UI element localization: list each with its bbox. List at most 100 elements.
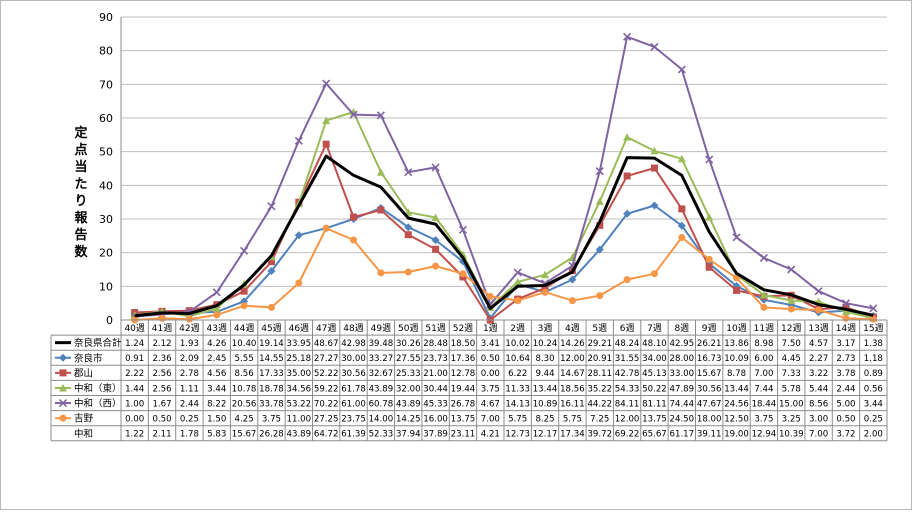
series-line [134, 35, 874, 318]
legend-entry: 奈良市 [74, 352, 103, 364]
table-cell: 0.89 [864, 369, 883, 379]
table-cell: 18.56 [560, 384, 585, 394]
table-cell: 17.36 [451, 354, 476, 364]
y-tick-label: 10 [99, 280, 113, 293]
data-point [677, 154, 686, 163]
data-point [322, 79, 331, 88]
table-cell: 39.48 [369, 339, 394, 349]
table-cell: 0.56 [864, 384, 883, 394]
data-point [815, 306, 823, 314]
data-point [677, 221, 686, 230]
table-cell: 15.67 [697, 369, 722, 379]
table-cell: 18.00 [697, 414, 722, 424]
x-tick-label: 49週 [371, 323, 391, 334]
table-cell: 52.33 [369, 430, 394, 440]
table-cell: 3.44 [207, 384, 226, 394]
table-cell: 28.11 [587, 369, 612, 379]
table-cell: 10.39 [779, 430, 804, 440]
table-cell: 42.98 [341, 339, 366, 349]
table-cell: 3.72 [836, 430, 855, 440]
data-point [322, 224, 330, 232]
data-point [240, 246, 249, 255]
table-cell: 7.00 [481, 414, 500, 424]
table-cell: 13.75 [642, 414, 667, 424]
table-cell: 30.00 [341, 354, 366, 364]
series-5 [130, 32, 878, 321]
data-point [678, 234, 686, 242]
table-cell: 19.44 [451, 384, 476, 394]
x-tick-label: 45週 [261, 323, 281, 334]
x-tick-label: 50週 [398, 323, 418, 334]
legend-entry: 奈良県合計 [74, 337, 122, 349]
table-cell: 1.38 [864, 339, 883, 349]
table-cell: 12.17 [533, 430, 558, 440]
data-point [322, 116, 331, 125]
legend-entry: 郡山 [74, 368, 93, 379]
table-cell: 5.00 [836, 399, 855, 409]
table-cell: 59.22 [314, 384, 339, 394]
data-point [705, 155, 714, 164]
data-point [596, 292, 604, 300]
y-tick-label: 30 [99, 213, 113, 226]
legend-entry: 中和（東） [74, 382, 122, 394]
data-point [595, 245, 604, 254]
table-cell: 16.11 [560, 399, 585, 409]
x-tick-label: 51週 [425, 323, 445, 334]
series-line [134, 154, 874, 318]
table-cell: 48.24 [615, 339, 640, 349]
table-cell: 1.22 [125, 430, 144, 440]
data-point [541, 270, 550, 279]
table-cell: 28.48 [423, 339, 448, 349]
x-tick-label: 5週 [592, 323, 607, 334]
table-cell: 4.21 [481, 430, 500, 440]
table-row: 吉野 0.00 0.50 0.25 1.50 4.25 3.75 11.00 27.25 23.7… [55, 414, 883, 425]
y-tick-label: 70 [99, 78, 113, 91]
data-point [650, 164, 658, 172]
x-tick-label: 3週 [538, 323, 553, 334]
data-point [705, 255, 713, 263]
table-cell: 84.11 [615, 399, 640, 409]
table-cell: 5.75 [508, 414, 527, 424]
data-point [267, 303, 275, 311]
table-row: 中和 1.22 2.11 1.78 5.83 15.67 26.28 43.89 64.72 61… [74, 428, 883, 440]
data-point [650, 42, 659, 51]
table-cell: 27.55 [396, 354, 421, 364]
data-point [787, 265, 796, 274]
table-cell: 13.44 [533, 384, 558, 394]
table-cell: 3.75 [481, 384, 500, 394]
x-tick-label: 7週 [647, 323, 662, 334]
y-tick-label: 40 [99, 179, 113, 192]
table-cell: 16.73 [697, 354, 722, 364]
table-cell: 17.33 [259, 369, 284, 379]
x-tick-label: 52週 [453, 323, 473, 334]
x-tick-label: 47週 [316, 323, 336, 334]
table-cell: 1.00 [125, 399, 144, 409]
x-tick-label: 41週 [152, 323, 172, 334]
table-cell: 0.00 [125, 414, 144, 424]
data-point [650, 270, 658, 278]
table-cell: 19.00 [724, 430, 749, 440]
table-cell: 30.26 [396, 339, 421, 349]
table-row: 中和（東） 1.44 2.56 1.11 3.44 10.78 18.78 34.56 59.2… [55, 382, 883, 394]
data-point [240, 287, 248, 295]
table-cell: 45.33 [423, 399, 448, 409]
table-row: 郡山 2.22 2.56 2.78 4.56 8.56 17.33 35.00 52.22 30.… [55, 368, 883, 379]
table-cell: 10.78 [232, 384, 257, 394]
table-cell: 29.21 [587, 339, 612, 349]
table-cell: 28.00 [670, 354, 695, 364]
table-cell: 8.56 [235, 369, 254, 379]
table-cell: 10.40 [232, 339, 257, 349]
x-tick-label: 40週 [124, 323, 144, 334]
table-cell: 60.78 [369, 399, 394, 409]
table-cell: 0.91 [125, 354, 144, 364]
table-cell: 16.00 [423, 414, 448, 424]
y-tick-label: 0 [106, 314, 113, 327]
x-tick-label: 46週 [289, 323, 309, 334]
table-cell: 4.25 [235, 414, 254, 424]
table-cell: 2.00 [864, 430, 883, 440]
data-point [212, 304, 221, 312]
data-point [705, 213, 714, 221]
table-cell: 15.00 [779, 399, 804, 409]
data-point [404, 223, 413, 232]
